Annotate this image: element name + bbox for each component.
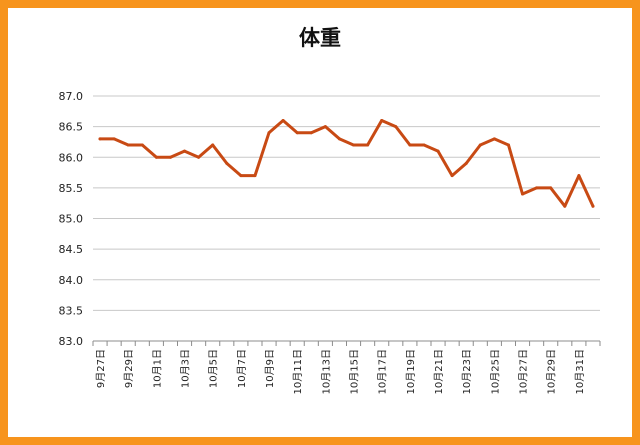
x-tick-label: 10月29日 bbox=[546, 349, 558, 394]
gridlines bbox=[93, 95, 600, 342]
x-tick-label: 10月11日 bbox=[292, 349, 304, 394]
data-point bbox=[436, 149, 440, 153]
x-tick-label: 10月21日 bbox=[433, 349, 445, 394]
data-point bbox=[126, 143, 130, 147]
data-point bbox=[408, 143, 412, 147]
data-point bbox=[478, 143, 482, 147]
x-tick-label: 10月31日 bbox=[574, 349, 586, 394]
weight-line bbox=[98, 119, 595, 208]
data-point bbox=[281, 119, 285, 122]
x-tick-label: 10月19日 bbox=[405, 349, 417, 394]
data-point bbox=[309, 131, 313, 135]
data-point bbox=[380, 119, 384, 122]
data-point bbox=[295, 131, 299, 135]
data-point bbox=[154, 155, 158, 159]
data-point bbox=[140, 143, 144, 147]
x-tick-label: 10月13日 bbox=[320, 349, 332, 394]
data-point bbox=[535, 186, 539, 190]
data-point bbox=[492, 137, 496, 141]
data-point bbox=[183, 149, 187, 153]
data-point bbox=[422, 143, 426, 147]
x-tick-label: 10月1日 bbox=[151, 349, 163, 388]
y-tick-label: 85.0 bbox=[59, 213, 84, 226]
x-tick-label: 10月23日 bbox=[461, 349, 473, 394]
y-tick-label: 86.0 bbox=[59, 151, 84, 164]
data-point bbox=[168, 155, 172, 159]
data-point bbox=[239, 174, 243, 178]
data-point bbox=[112, 137, 116, 141]
data-point bbox=[464, 161, 468, 165]
x-tick-label: 10月27日 bbox=[518, 349, 530, 394]
x-tick-label: 10月15日 bbox=[349, 349, 361, 394]
y-tick-label: 83.0 bbox=[59, 335, 84, 348]
data-point bbox=[225, 161, 229, 165]
y-tick-label: 85.5 bbox=[59, 182, 84, 195]
data-point bbox=[211, 143, 215, 147]
data-point bbox=[549, 186, 553, 190]
data-point bbox=[563, 204, 567, 208]
data-point bbox=[394, 125, 398, 129]
data-point bbox=[352, 143, 356, 147]
data-point bbox=[366, 143, 370, 147]
x-tick-label: 9月29日 bbox=[123, 349, 135, 388]
data-point bbox=[197, 155, 201, 159]
x-tick-label: 10月3日 bbox=[180, 349, 192, 388]
weight-series bbox=[98, 119, 595, 208]
chart-title: 体重 bbox=[299, 26, 341, 50]
data-point bbox=[323, 125, 327, 129]
data-point bbox=[98, 137, 102, 141]
data-point bbox=[337, 137, 341, 141]
data-point bbox=[267, 131, 271, 135]
x-tick-label: 10月9日 bbox=[264, 349, 276, 388]
data-point bbox=[577, 174, 581, 178]
y-tick-label: 84.0 bbox=[59, 274, 84, 287]
y-tick-label: 84.5 bbox=[59, 243, 84, 256]
x-tick-label: 10月17日 bbox=[377, 349, 389, 394]
y-tick-label: 87.0 bbox=[59, 90, 84, 103]
x-axis-ticks: 9月27日 9月29日 10月1日 10月3日 10月5日 10月7日 10月9日 10月11… bbox=[92, 341, 601, 394]
data-point bbox=[253, 174, 257, 178]
data-point bbox=[521, 192, 525, 196]
x-tick-label: 9月27日 bbox=[95, 349, 107, 388]
data-point bbox=[506, 143, 510, 147]
y-tick-label: 86.5 bbox=[59, 121, 84, 134]
x-tick-label: 10月7日 bbox=[236, 349, 248, 388]
data-point bbox=[450, 174, 454, 178]
y-axis-ticks: 83.0 83.5 84.0 84.5 85.0 85.5 86.0 86.5 87.0 bbox=[59, 90, 84, 348]
y-tick-label: 83.5 bbox=[59, 304, 84, 317]
data-point bbox=[591, 204, 595, 208]
x-tick-label: 10月25日 bbox=[489, 349, 501, 394]
x-tick-label: 10月5日 bbox=[208, 349, 220, 388]
